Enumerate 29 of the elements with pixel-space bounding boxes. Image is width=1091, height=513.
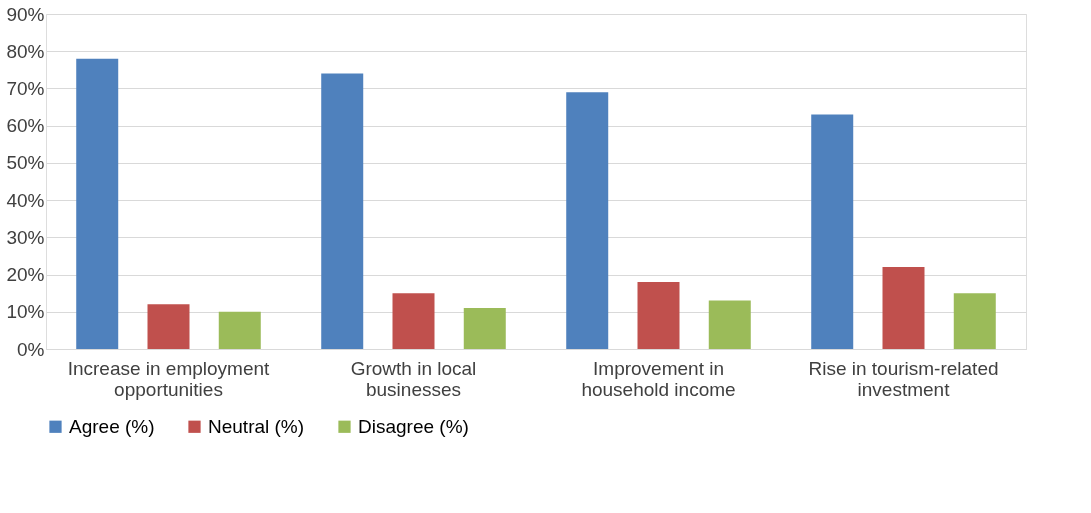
- bar: [708, 300, 751, 349]
- y-tick-label: 30%: [6, 226, 45, 248]
- x-tick-label: Rise in tourism-related investment: [808, 357, 999, 400]
- y-tick-label: 40%: [6, 189, 45, 211]
- bar: [637, 282, 680, 349]
- bar: [882, 267, 925, 349]
- y-tick-label: 70%: [6, 77, 45, 99]
- bar: [321, 73, 364, 349]
- y-tick-label: 0%: [17, 338, 45, 360]
- legend-label: Neutral (%): [208, 415, 305, 437]
- y-tick-label: 90%: [6, 3, 45, 25]
- bar: [463, 308, 506, 349]
- y-tick-label: 80%: [6, 40, 45, 62]
- y-tick-label: 10%: [6, 301, 45, 323]
- x-tick-label: Increase in employment opportunities: [67, 357, 271, 400]
- legend-label: Disagree (%): [358, 415, 469, 437]
- bar: [76, 58, 119, 349]
- bar: [566, 92, 609, 349]
- bar: [147, 304, 190, 349]
- x-tick-label: Improvement in household income: [581, 357, 736, 400]
- legend-label: Agree (%): [69, 415, 155, 437]
- y-tick-label: 60%: [6, 115, 45, 137]
- bar: [811, 114, 854, 349]
- y-tick-label: 20%: [6, 264, 45, 286]
- y-tick-label: 50%: [6, 152, 45, 174]
- bar: [953, 293, 996, 349]
- bar: [392, 293, 435, 349]
- bar: [218, 311, 261, 349]
- x-tick-label: Growth in local businesses: [350, 357, 477, 400]
